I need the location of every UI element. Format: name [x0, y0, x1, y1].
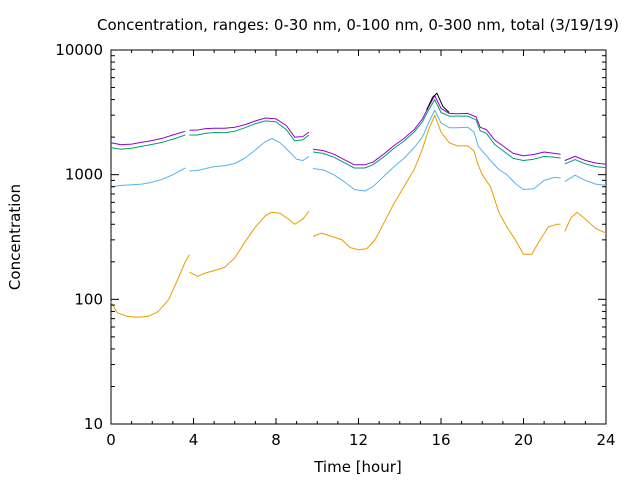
x-tick-label: 0 — [106, 431, 116, 449]
ticks-layer: 0 4 8 12 16 20 24 10 100 1000 10000 — [55, 41, 615, 449]
x-tick-label: 16 — [431, 431, 450, 449]
series-2-line-segment-1 — [189, 120, 310, 142]
y-tick-label: 1000 — [65, 166, 103, 184]
x-tick-label: 4 — [189, 431, 199, 449]
series-0-line-segment-1 — [189, 117, 310, 138]
plot-frame — [110, 49, 607, 425]
series-4-line-segment-1 — [189, 210, 310, 277]
y-tick-label: 10 — [84, 415, 103, 433]
x-tick-label: 24 — [596, 431, 615, 449]
series-4-line-segment-2 — [312, 114, 561, 255]
x-axis-label: Time [hour] — [313, 458, 402, 476]
x-tick-label: 12 — [349, 431, 368, 449]
series-3-line-segment-1 — [189, 138, 310, 172]
series-2-line-segment-0 — [110, 134, 186, 150]
series-3-line-segment-2 — [313, 109, 561, 192]
series-2-line-segment-3 — [564, 159, 607, 169]
series-0-line-segment-0 — [110, 130, 186, 146]
series-0-line-segment-3 — [564, 155, 607, 165]
series-0-line-segment-2 — [313, 95, 561, 166]
series-4-line-segment-3 — [564, 211, 607, 234]
x-tick-label: 8 — [271, 431, 281, 449]
y-axis-label: Concentration — [6, 184, 24, 290]
series-1-line-segment-0 — [426, 92, 450, 113]
chart-title: Concentration, ranges: 0-30 nm, 0-100 nm… — [97, 16, 619, 34]
series-3-line-segment-3 — [564, 174, 607, 186]
y-tick-label: 100 — [74, 290, 103, 308]
series-layer — [110, 92, 607, 318]
x-tick-label: 20 — [514, 431, 533, 449]
series-4-line-segment-0 — [110, 254, 190, 318]
y-tick-label: 10000 — [55, 41, 103, 59]
series-2-line-segment-2 — [313, 99, 561, 169]
series-3-line-segment-0 — [110, 167, 186, 188]
